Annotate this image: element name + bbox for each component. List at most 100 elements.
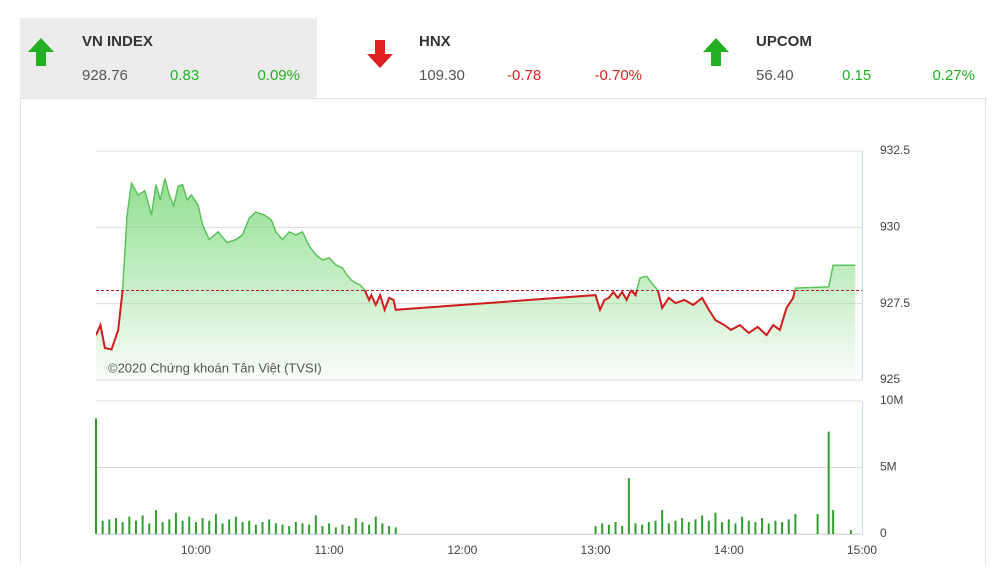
y-tick-label: 925 [880,372,900,386]
x-tick-label: 12:00 [447,543,477,557]
up-arrow [28,38,54,66]
volume-bar [188,516,191,534]
volume-bar [128,516,131,534]
volume-bar [314,515,317,534]
volume-bar [747,520,750,534]
volume-bar [368,524,371,534]
index-percent: 0.27% [932,67,975,84]
volume-bar [701,515,704,534]
volume-bar [787,519,790,534]
y-tick-label: 930 [880,220,900,234]
volume-bar [816,514,819,534]
volume-bar [601,523,604,534]
y-tick-label: 932.5 [880,143,910,157]
volume-bar [607,524,610,534]
volume-bar [794,514,797,534]
y-tick-label: 5M [880,460,897,474]
volume-bar [354,518,357,534]
volume-bar [121,522,124,534]
volume-bar [114,518,117,534]
volume-bar [754,522,757,534]
volume-bar [348,526,351,534]
x-tick-label: 13:00 [581,543,611,557]
index-percent: -0.70% [594,67,642,84]
volume-bar [148,523,151,534]
volume-bar [832,510,835,534]
y-tick-label: 927.5 [880,296,910,310]
volume-bar [727,519,730,534]
volume-bar [134,520,137,534]
index-percent: 0.09% [257,67,300,84]
volume-bar [827,431,830,534]
volume-bar [781,522,784,534]
volume-bar [694,519,697,534]
volume-bar [321,526,324,534]
volume-bar [108,519,111,534]
x-tick-label: 10:00 [181,543,211,557]
y-tick-label: 0 [880,526,887,540]
volume-bar [388,526,391,534]
volume-bar [361,522,364,534]
volume-bar [261,522,264,534]
index-change: 0.15 [842,67,871,84]
volume-bar [141,515,144,534]
volume-bar [334,527,337,534]
index-change: 0.83 [170,67,199,84]
volume-bar [667,523,670,534]
volume-bar [654,520,657,534]
copyright: ©2020 Chứng khoán Tân Việt (TVSI) [108,360,322,375]
volume-bar [161,522,164,534]
volume-bar [761,518,764,534]
volume-bar [647,522,650,534]
volume-bar [614,522,617,534]
volume-bar [594,526,597,534]
volume-bar [328,523,331,534]
index-name[interactable]: HNX [419,33,451,50]
volume-bar [721,522,724,534]
volume-bar [181,520,184,534]
volume-bar [221,523,224,534]
volume-bar [241,522,244,534]
volume-bar [707,520,710,534]
volume-bar [248,520,251,534]
volume-bar [234,516,237,534]
volume-bar [288,526,291,534]
volume-bar [341,524,344,534]
y-tick-label: 10M [880,393,903,407]
volume-bar [154,510,157,534]
volume-bar [101,520,104,534]
volume-bar [254,524,257,534]
volume-bar [734,523,737,534]
index-change: -0.78 [507,67,541,84]
volume-bar [174,512,177,534]
volume-bar [714,512,717,534]
volume-bar [767,523,770,534]
volume-bar [849,530,852,534]
volume-bar [208,520,211,534]
volume-bar [661,510,664,534]
index-name[interactable]: UPCOM [756,33,812,50]
index-name[interactable]: VN INDEX [82,33,153,50]
volume-bar [228,519,231,534]
volume-bar [394,527,397,534]
x-tick-label: 14:00 [714,543,744,557]
volume-bar [627,478,630,534]
volume-bar [674,520,677,534]
index-value: 928.76 [82,67,128,84]
volume-bar [301,523,304,534]
volume-bar [281,524,284,534]
volume-bar [374,516,377,534]
volume-bar [268,519,271,534]
volume-bar [634,523,637,534]
x-tick-label: 15:00 [847,543,877,557]
volume-bar [214,514,217,534]
up-arrow [703,38,729,66]
volume-bar [194,522,197,534]
volume-bar [621,526,624,534]
volume-bar [294,522,297,534]
index-value: 56.40 [756,67,794,84]
active-tab-bg [20,18,317,98]
volume-bar [741,516,744,534]
index-value: 109.30 [419,67,465,84]
